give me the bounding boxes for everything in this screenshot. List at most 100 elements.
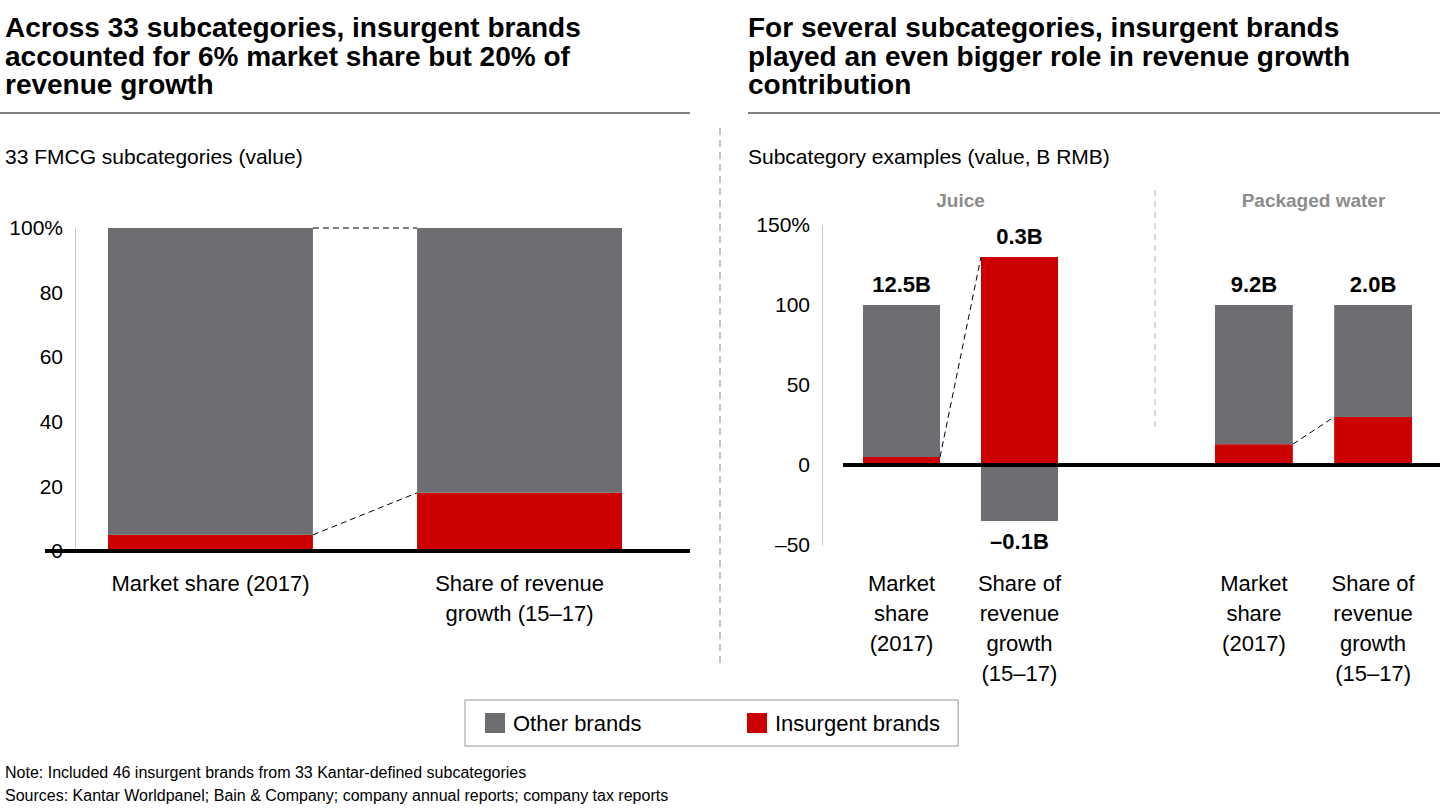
subpanel-separator bbox=[1154, 190, 1155, 432]
connector bbox=[313, 493, 417, 535]
x-tick-label: Share of revenue growth (15–17) bbox=[435, 571, 604, 626]
y-tick-label: 80 bbox=[40, 281, 63, 304]
title-rule bbox=[0, 113, 690, 114]
panel-separator bbox=[719, 128, 720, 668]
y-tick-label: 100 bbox=[775, 293, 810, 316]
zero-line bbox=[45, 549, 690, 553]
x-tick-label-line: (2017) bbox=[1222, 631, 1286, 656]
x-tick-label: Market share (2017) bbox=[111, 571, 309, 596]
data-label: 0.3B bbox=[996, 224, 1042, 249]
y-axis: 020406080100% bbox=[9, 216, 75, 562]
x-tick-label: Market share (2017) bbox=[1220, 571, 1287, 656]
x-tick-label-line: Share of revenue bbox=[435, 571, 604, 596]
x-tick-label: Market share (2017) bbox=[868, 571, 935, 656]
y-tick-label: 20 bbox=[40, 475, 63, 498]
data-label: 9.2B bbox=[1231, 272, 1277, 297]
x-tick-label-line: share bbox=[874, 601, 929, 626]
legend-swatch bbox=[747, 713, 767, 733]
chart-0: Across 33 subcategories, insurgent brand… bbox=[0, 12, 690, 626]
zero-line bbox=[1155, 463, 1440, 467]
y-tick-label: 60 bbox=[40, 345, 63, 368]
chart-subtitle: 33 FMCG subcategories (value) bbox=[5, 145, 303, 168]
x-tick-label-line: revenue bbox=[980, 601, 1060, 626]
legend-swatch bbox=[485, 713, 505, 733]
connector bbox=[1293, 417, 1334, 444]
y-tick: 50 bbox=[787, 373, 822, 396]
chart-title-line: For several subcategories, insurgent bra… bbox=[748, 12, 1339, 43]
x-tick-label-line: Market bbox=[1220, 571, 1287, 596]
y-tick-label: 50 bbox=[787, 373, 810, 396]
x-tick-label-line: Market bbox=[868, 571, 935, 596]
bar-segment bbox=[1215, 444, 1293, 465]
y-tick-label: 40 bbox=[40, 410, 63, 433]
data-label: 12.5B bbox=[872, 272, 931, 297]
y-tick-label: 0 bbox=[798, 453, 810, 476]
zero-line bbox=[843, 463, 1155, 467]
y-tick: 100 bbox=[775, 293, 822, 316]
bar-segment bbox=[1215, 305, 1293, 444]
bar-segment bbox=[1334, 305, 1412, 417]
x-tick-label-line: (2017) bbox=[870, 631, 934, 656]
chart-title: Across 33 subcategories, insurgent brand… bbox=[5, 12, 581, 100]
y-tick: 0 bbox=[798, 453, 822, 476]
bars bbox=[1215, 305, 1412, 465]
x-tick-label-line: Market share (2017) bbox=[111, 571, 309, 596]
x-tick-label-line: Share of bbox=[978, 571, 1062, 596]
chart-title-line: revenue growth bbox=[5, 69, 213, 100]
x-tick-label-line: growth (15–17) bbox=[446, 601, 594, 626]
bars bbox=[863, 257, 1058, 521]
bar-segment bbox=[981, 465, 1058, 521]
y-tick: 60 bbox=[40, 345, 75, 368]
chart-title-line: Across 33 subcategories, insurgent brand… bbox=[5, 12, 581, 43]
x-tick-label: Share of revenue growth (15–17) bbox=[978, 571, 1062, 686]
panel-label: Packaged water bbox=[1242, 190, 1386, 211]
footnote: Note: Included 46 insurgent brands from … bbox=[5, 764, 526, 781]
x-tick-label-line: revenue bbox=[1333, 601, 1413, 626]
y-tick: –50 bbox=[775, 533, 822, 556]
title-rule bbox=[748, 113, 1440, 114]
chart-title-line: contribution bbox=[748, 69, 911, 100]
data-label: 2.0B bbox=[1350, 272, 1396, 297]
chart-2: Packaged water Market share (2017) Share of r… bbox=[1155, 190, 1440, 686]
x-tick-label: Share of revenue growth (15–17) bbox=[1332, 571, 1416, 686]
bar-segment bbox=[108, 535, 313, 551]
connector bbox=[313, 228, 417, 229]
y-axis-line bbox=[75, 229, 76, 552]
chart-1: For several subcategories, insurgent bra… bbox=[748, 12, 1440, 686]
panel-label: Juice bbox=[936, 190, 985, 211]
y-tick: 100% bbox=[9, 216, 75, 239]
y-tick: 20 bbox=[40, 475, 75, 498]
legend-label: Other brands bbox=[513, 711, 641, 736]
y-tick-label: –50 bbox=[775, 533, 810, 556]
connector bbox=[940, 257, 981, 457]
data-label: –0.1B bbox=[990, 529, 1049, 554]
chart-root: Across 33 subcategories, insurgent brand… bbox=[0, 0, 1440, 810]
chart-subtitle: Subcategory examples (value, B RMB) bbox=[748, 145, 1110, 168]
bar-segment bbox=[863, 305, 940, 457]
bar-segment bbox=[417, 493, 622, 551]
y-axis-line bbox=[822, 226, 823, 546]
y-tick-label: 150% bbox=[756, 213, 810, 236]
x-tick-label-line: (15–17) bbox=[982, 661, 1058, 686]
legend: Other brands Insurgent brands bbox=[465, 700, 958, 746]
bar-segment bbox=[1334, 417, 1412, 465]
bars bbox=[108, 228, 622, 551]
y-tick-label: 100% bbox=[9, 216, 63, 239]
chart-title-line: accounted for 6% market share but 20% of bbox=[5, 41, 571, 72]
y-axis: –50 0 50 100 150% bbox=[756, 213, 822, 556]
bar-segment bbox=[981, 257, 1058, 465]
bar-segment bbox=[417, 228, 622, 493]
legend-label: Insurgent brands bbox=[775, 711, 940, 736]
y-tick: 40 bbox=[40, 410, 75, 433]
x-tick-label-line: share bbox=[1226, 601, 1281, 626]
sources: Sources: Kantar Worldpanel; Bain & Compa… bbox=[5, 787, 668, 804]
y-tick: 150% bbox=[756, 213, 822, 236]
x-tick-label-line: (15–17) bbox=[1335, 661, 1411, 686]
x-tick-label-line: Share of bbox=[1332, 571, 1416, 596]
chart-title-line: played an even bigger role in revenue gr… bbox=[748, 41, 1350, 72]
x-tick-label-line: growth bbox=[1340, 631, 1406, 656]
bar-segment bbox=[108, 228, 313, 535]
x-tick-label-line: growth bbox=[986, 631, 1052, 656]
chart-svg: Across 33 subcategories, insurgent brand… bbox=[0, 0, 1440, 810]
legend-box bbox=[465, 700, 958, 746]
